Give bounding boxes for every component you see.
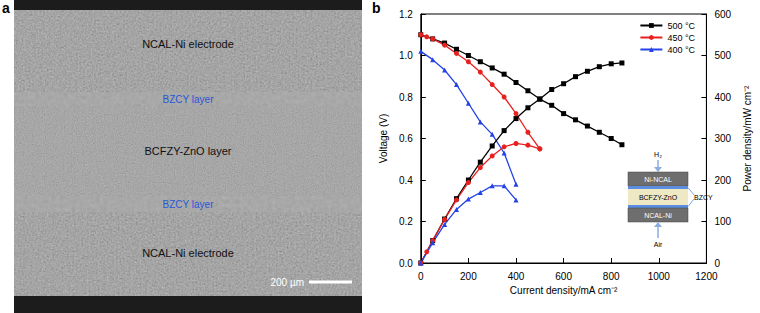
svg-text:600: 600 xyxy=(714,9,731,20)
svg-text:500: 500 xyxy=(714,50,731,61)
svg-text:BZCY layer: BZCY layer xyxy=(163,199,215,210)
svg-text:400 °C: 400 °C xyxy=(667,45,695,55)
svg-text:H₂: H₂ xyxy=(654,151,662,158)
svg-text:0.8: 0.8 xyxy=(399,92,413,103)
svg-text:600: 600 xyxy=(555,271,572,282)
svg-text:Current density/mA cm⁻²: Current density/mA cm⁻² xyxy=(510,285,618,296)
svg-text:200: 200 xyxy=(714,175,731,186)
svg-text:Ni-NCAL: Ni-NCAL xyxy=(644,176,672,183)
svg-text:BZCY layer: BZCY layer xyxy=(163,94,215,105)
svg-text:1200: 1200 xyxy=(695,271,718,282)
svg-text:0.4: 0.4 xyxy=(399,175,413,186)
svg-text:0.0: 0.0 xyxy=(399,258,413,269)
svg-text:BCFZY-ZnO layer: BCFZY-ZnO layer xyxy=(144,145,231,157)
svg-text:1.2: 1.2 xyxy=(399,9,413,20)
svg-text:0: 0 xyxy=(714,258,720,269)
svg-text:450 °C: 450 °C xyxy=(667,33,695,43)
svg-text:400: 400 xyxy=(508,271,525,282)
svg-text:b: b xyxy=(372,0,381,16)
svg-text:0.6: 0.6 xyxy=(399,133,413,144)
svg-text:200 µm: 200 µm xyxy=(270,277,304,288)
svg-text:Voltage (V): Voltage (V) xyxy=(378,114,389,163)
svg-text:BZCY: BZCY xyxy=(694,194,713,201)
svg-text:200: 200 xyxy=(460,271,477,282)
svg-text:a: a xyxy=(2,0,10,16)
svg-text:NCAL-Ni: NCAL-Ni xyxy=(644,212,672,219)
svg-text:NCAL-Ni electrode: NCAL-Ni electrode xyxy=(142,247,234,259)
svg-text:1.0: 1.0 xyxy=(399,50,413,61)
svg-text:BCFZY-ZnO: BCFZY-ZnO xyxy=(639,194,678,201)
svg-text:300: 300 xyxy=(714,133,731,144)
svg-text:800: 800 xyxy=(603,271,620,282)
svg-text:500 °C: 500 °C xyxy=(667,21,695,31)
svg-text:NCAL-Ni electrode: NCAL-Ni electrode xyxy=(142,38,234,50)
svg-text:0: 0 xyxy=(418,271,424,282)
svg-text:100: 100 xyxy=(714,216,731,227)
svg-text:400: 400 xyxy=(714,92,731,103)
svg-text:Air: Air xyxy=(654,241,663,248)
svg-text:1000: 1000 xyxy=(648,271,671,282)
svg-text:Power density/mW cm⁻²: Power density/mW cm⁻² xyxy=(742,85,753,191)
svg-text:0.2: 0.2 xyxy=(399,216,413,227)
